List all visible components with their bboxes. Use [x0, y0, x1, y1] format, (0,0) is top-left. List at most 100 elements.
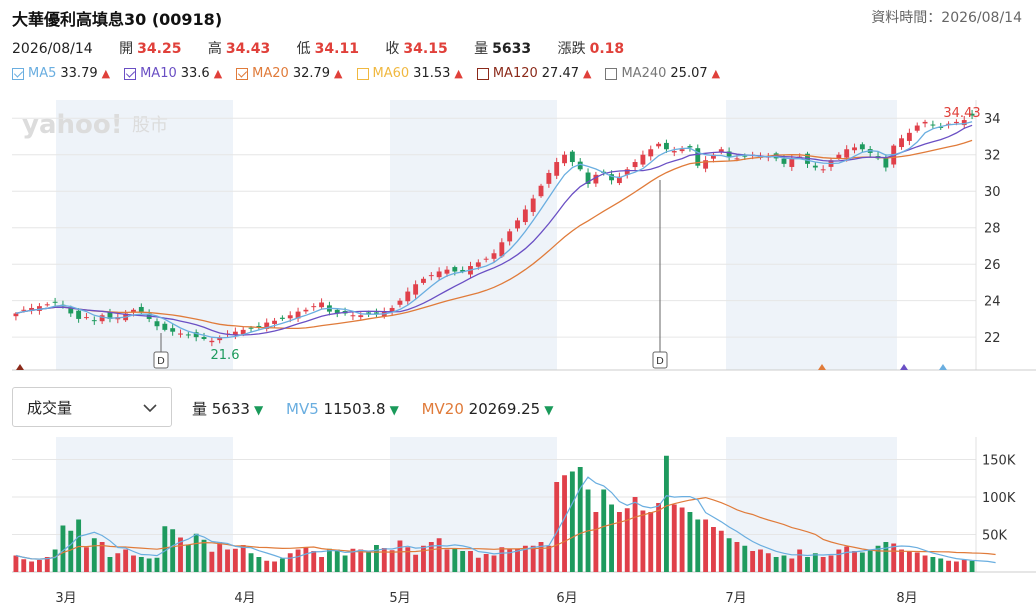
ma-checkbox[interactable]	[236, 67, 249, 80]
candle-body	[154, 321, 160, 327]
volume-bar	[797, 549, 803, 572]
ma-checkbox[interactable]	[476, 67, 489, 80]
volume-bar	[240, 545, 246, 572]
candle-body	[444, 269, 450, 274]
candle-body	[969, 113, 975, 116]
volume-bar	[538, 542, 544, 572]
candle-body	[44, 304, 50, 306]
ma-legend-item[interactable]: MA20 32.79 ▲	[236, 66, 343, 81]
candle-body	[201, 337, 207, 339]
volume-bar	[577, 467, 583, 572]
volume-bar	[225, 549, 230, 572]
volume-bar	[852, 551, 857, 572]
open-label: 開	[119, 41, 134, 57]
volume-bar	[326, 548, 332, 572]
candle-body	[530, 198, 536, 212]
ma-legend-item[interactable]: MA10 33.6 ▲	[124, 66, 222, 81]
ma-legend-item[interactable]: MA240 25.07 ▲	[605, 66, 720, 81]
volume-bar	[389, 550, 395, 572]
candle-body	[232, 331, 238, 335]
volume-bar	[930, 557, 936, 572]
volume-bar	[52, 549, 58, 572]
volume-bar	[663, 455, 669, 572]
candle-body	[374, 312, 379, 314]
volume-bar	[256, 557, 262, 572]
mv20-label: MV20	[421, 400, 464, 418]
candle-body	[718, 149, 724, 153]
candle-body	[475, 262, 481, 267]
candle-body	[389, 307, 395, 312]
ma-cross-marker	[818, 364, 826, 370]
ma-cross-marker	[900, 364, 908, 370]
volume-bar	[21, 559, 27, 572]
volume-bar	[687, 512, 693, 572]
candle-body	[546, 172, 552, 184]
month-band	[726, 100, 897, 370]
volume-bar	[287, 553, 293, 572]
volume-bar	[405, 547, 411, 572]
candle-body	[303, 309, 309, 312]
ma-value: 25.07	[670, 66, 708, 81]
ma-checkbox[interactable]	[124, 67, 137, 80]
ma-checkbox[interactable]	[356, 67, 369, 80]
volume-bar	[91, 538, 97, 572]
volume-bar	[295, 549, 301, 572]
candle-body	[930, 124, 936, 126]
volume-bar	[922, 555, 928, 572]
ma5-line	[15, 121, 973, 339]
ma-legend-item[interactable]: MA120 27.47 ▲	[476, 66, 592, 81]
volume-bar	[374, 545, 379, 572]
candle-body	[436, 271, 442, 278]
volume-bar	[452, 548, 458, 572]
dividend-marker-label: D	[656, 356, 664, 367]
volume-bar	[131, 555, 136, 572]
ma-legend-item[interactable]: MA60 31.53 ▲	[356, 66, 463, 81]
month-tick-label: 4月	[234, 591, 255, 606]
volume-bar	[718, 530, 724, 572]
ma-label: MA20	[252, 66, 289, 81]
mv20-value: 20269.25	[468, 400, 541, 418]
volume-bar	[303, 547, 309, 572]
month-tick-label: 3月	[55, 591, 76, 606]
ma-up-icon: ▲	[583, 67, 592, 80]
volume-bar	[867, 549, 873, 572]
volume-bar	[60, 525, 66, 572]
candle-body	[554, 162, 560, 176]
volume-label: 量	[474, 41, 489, 57]
volume-bar	[734, 542, 740, 572]
ma-value: 27.47	[541, 66, 579, 81]
volume-bar	[609, 504, 614, 572]
candle-body	[961, 120, 967, 126]
volume-bar	[836, 549, 842, 572]
mv20-line	[15, 496, 996, 560]
ma-legend-item[interactable]: MA5 33.79 ▲	[12, 66, 110, 81]
volume-bar	[468, 551, 473, 572]
volume-bar	[875, 545, 881, 572]
candle-body	[593, 174, 599, 184]
ma-checkbox[interactable]	[12, 67, 24, 80]
candle-body	[272, 320, 277, 324]
low-value: 34.11	[314, 41, 359, 57]
candle-body	[491, 253, 497, 259]
candle-body	[507, 231, 513, 242]
volume-select-label: 成交量	[27, 398, 73, 417]
volume-indicator-select[interactable]: 成交量	[12, 387, 172, 427]
ma-cross-marker	[16, 364, 24, 370]
volume-bar	[13, 555, 19, 572]
candle-body	[812, 165, 818, 168]
mv5-value: 11503.8	[323, 400, 386, 418]
volume-bar	[640, 510, 646, 572]
volume-bar	[334, 549, 340, 572]
volume-bar	[750, 551, 756, 572]
candle-body	[585, 172, 591, 184]
price-tick-label: 24	[984, 295, 1001, 310]
ma-value: 33.79	[60, 66, 98, 81]
volume-bar	[906, 551, 912, 572]
volume-bar	[154, 557, 160, 572]
volume-bar	[491, 555, 497, 572]
volume-bar	[201, 539, 207, 572]
candle-body	[452, 267, 458, 272]
candle-body	[217, 337, 223, 341]
ma-checkbox[interactable]	[605, 67, 618, 80]
